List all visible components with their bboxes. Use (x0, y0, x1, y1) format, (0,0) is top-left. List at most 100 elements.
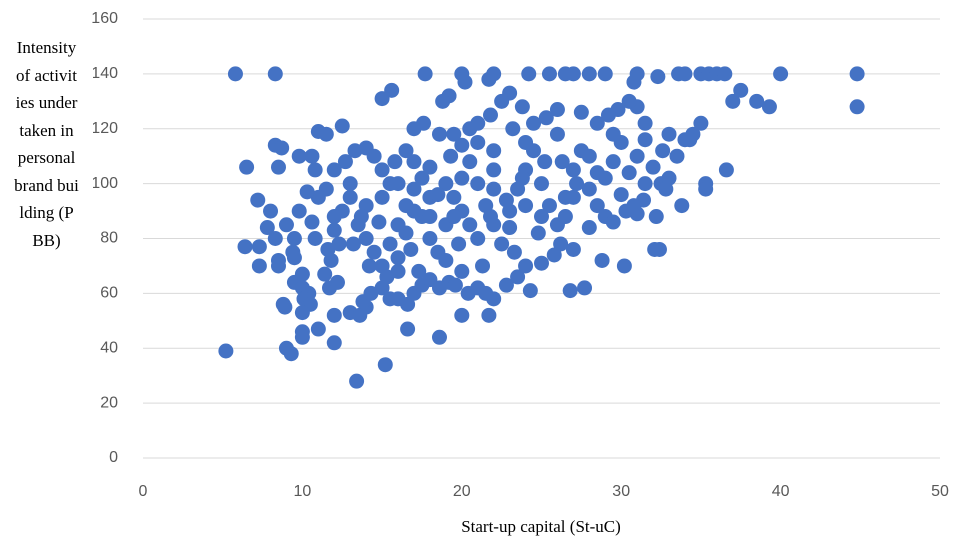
point (537, 154, 553, 170)
point (514, 170, 530, 186)
point (717, 66, 733, 82)
point (438, 176, 454, 192)
point (267, 66, 283, 82)
point (446, 189, 462, 205)
point (307, 162, 323, 178)
point (374, 91, 390, 107)
point (600, 107, 616, 123)
point (565, 189, 581, 205)
point (414, 170, 430, 186)
point (358, 231, 374, 246)
point (553, 236, 569, 252)
point (674, 198, 690, 214)
point (589, 198, 605, 214)
x-tick-label: 30 (612, 483, 630, 500)
point (661, 126, 677, 142)
point (637, 115, 653, 131)
point (291, 148, 307, 164)
point (307, 231, 323, 246)
point (605, 214, 621, 230)
point (438, 252, 454, 268)
point (382, 236, 398, 252)
point (482, 209, 498, 225)
point (361, 258, 377, 274)
point (218, 343, 234, 359)
point (318, 126, 334, 142)
point (454, 170, 470, 186)
point (371, 214, 387, 230)
point (435, 93, 451, 109)
point (541, 198, 557, 214)
point (310, 189, 326, 205)
point (286, 231, 302, 246)
point (605, 126, 621, 142)
point (374, 162, 390, 178)
point (431, 126, 447, 142)
point (250, 192, 266, 208)
point (417, 66, 433, 82)
point (274, 140, 290, 156)
point (323, 252, 339, 268)
point (406, 203, 422, 219)
point (227, 66, 243, 82)
point (251, 239, 267, 255)
point (693, 115, 709, 131)
point (645, 159, 661, 175)
point (400, 321, 416, 337)
point (498, 192, 514, 208)
point (283, 346, 299, 362)
point (326, 162, 342, 178)
point (549, 126, 565, 142)
point (387, 154, 403, 170)
point (430, 187, 446, 203)
point (411, 263, 427, 279)
point (651, 241, 667, 257)
point (390, 263, 406, 279)
point (486, 181, 502, 197)
point (270, 258, 286, 274)
point (534, 209, 549, 225)
point (538, 110, 554, 126)
point (557, 209, 573, 225)
point (329, 274, 345, 290)
point (581, 181, 597, 197)
point (406, 121, 422, 137)
x-tick-label: 20 (453, 483, 471, 500)
point (481, 307, 497, 323)
point (481, 71, 497, 87)
point (549, 102, 565, 118)
x-axis-title: Start-up capital (St-uC) (461, 517, 621, 536)
point (589, 165, 605, 181)
point (573, 104, 589, 120)
point (374, 189, 390, 205)
point (400, 296, 416, 312)
point (237, 239, 253, 255)
point (505, 121, 521, 137)
point (671, 66, 687, 82)
point (342, 189, 358, 205)
point (482, 107, 498, 123)
point (345, 236, 361, 252)
y-tick-label: 60 (100, 285, 118, 302)
y-axis-title: Intensity of activities undertaken in pe… (0, 34, 93, 254)
point (650, 69, 666, 85)
x-tick-label: 10 (294, 483, 312, 500)
point (470, 134, 486, 150)
y-tick-label: 40 (100, 339, 118, 356)
point (589, 115, 605, 131)
point (326, 222, 342, 238)
point (621, 93, 637, 109)
point (718, 162, 734, 178)
point (565, 241, 581, 257)
point (403, 241, 419, 257)
point (310, 321, 326, 337)
point (454, 307, 470, 323)
point (294, 305, 310, 321)
y-tick-label: 160 (91, 10, 118, 27)
point (521, 66, 537, 82)
point (486, 143, 502, 159)
point (270, 159, 286, 175)
point (502, 220, 518, 236)
point (849, 99, 865, 115)
point (353, 209, 369, 225)
